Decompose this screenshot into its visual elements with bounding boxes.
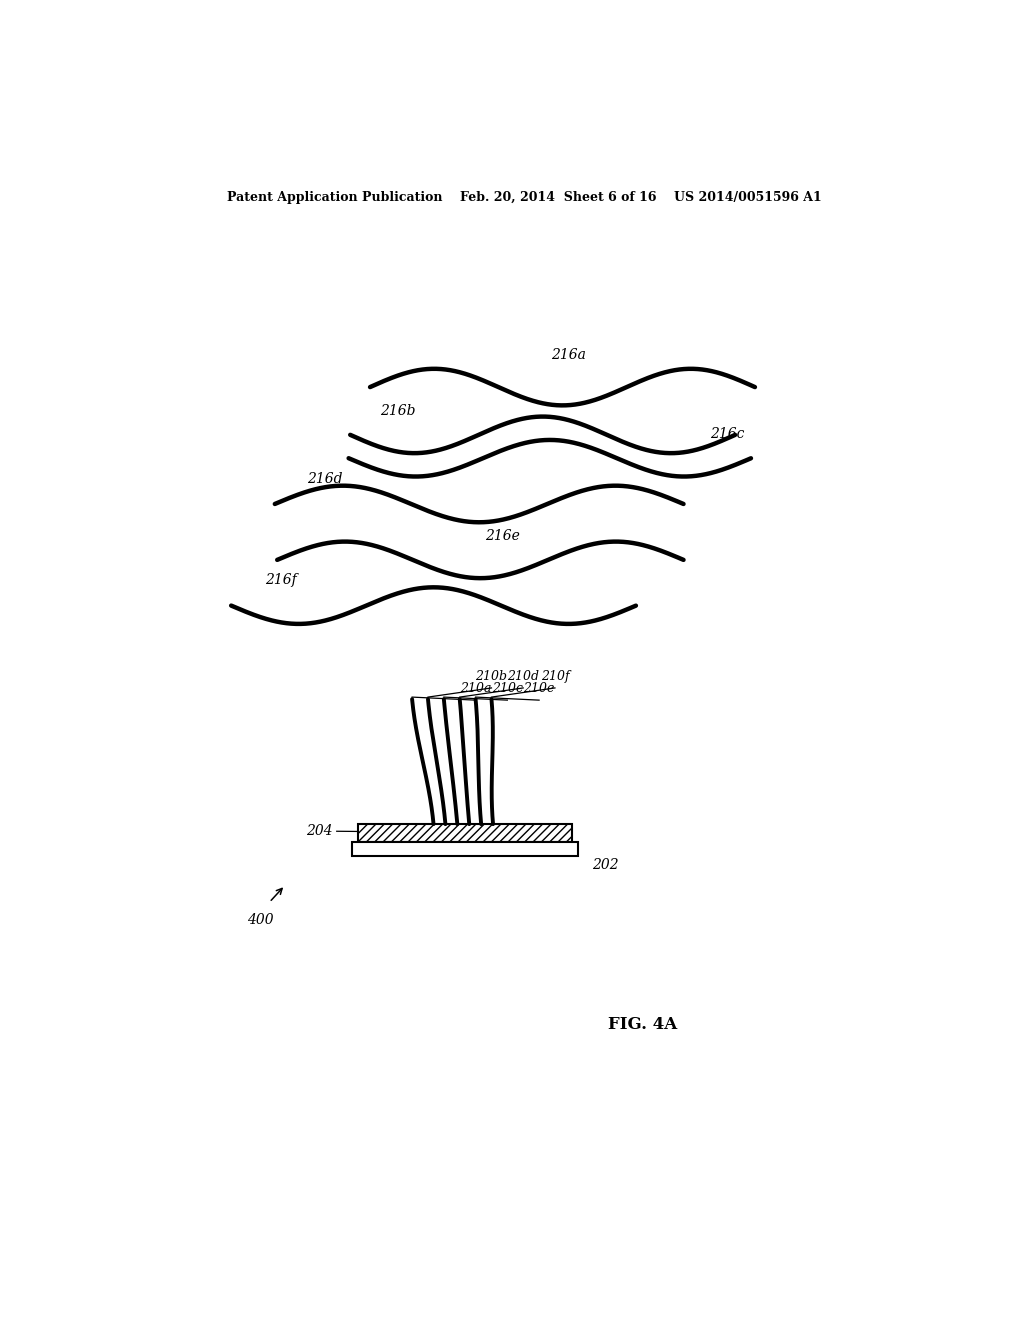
Text: Patent Application Publication    Feb. 20, 2014  Sheet 6 of 16    US 2014/005159: Patent Application Publication Feb. 20, … (227, 190, 822, 203)
Text: 216a: 216a (551, 347, 586, 362)
Bar (352, 842, 578, 855)
Text: 216b: 216b (380, 404, 416, 417)
Text: 210b: 210b (475, 669, 508, 682)
Text: 400: 400 (247, 912, 273, 927)
Text: 202: 202 (592, 858, 618, 871)
Text: 210d: 210d (507, 669, 540, 682)
Text: 216c: 216c (710, 426, 744, 441)
Text: 210a: 210a (460, 682, 492, 696)
Text: 204: 204 (306, 824, 333, 838)
Bar (358, 824, 572, 842)
Text: FIG. 4A: FIG. 4A (607, 1016, 677, 1032)
Text: 216e: 216e (485, 528, 520, 543)
Text: 210e: 210e (523, 682, 555, 696)
Text: 210c: 210c (492, 682, 523, 696)
Text: 216d: 216d (307, 471, 343, 486)
Text: 210f: 210f (541, 669, 569, 682)
Text: 216f: 216f (265, 573, 297, 587)
